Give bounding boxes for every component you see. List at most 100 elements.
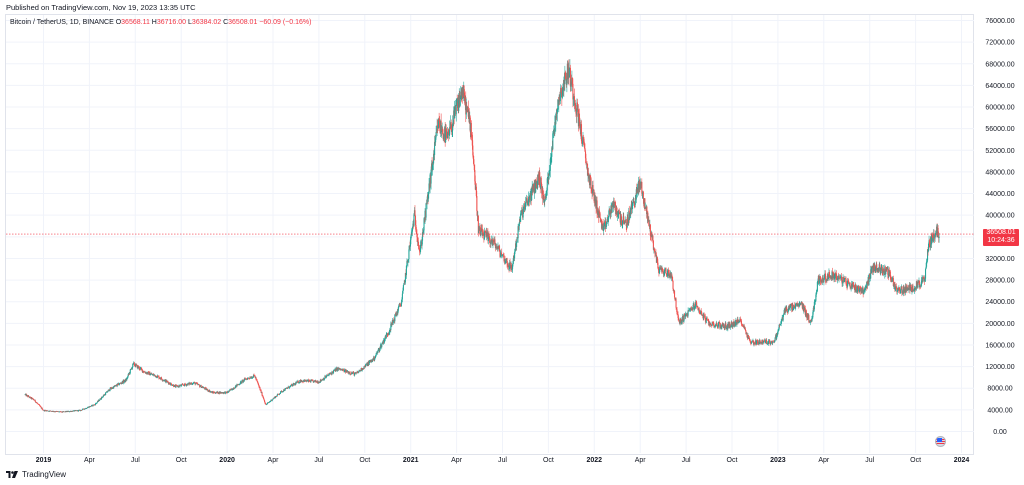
candle-body — [100, 398, 102, 400]
candle-body — [521, 210, 523, 212]
candle-body — [85, 408, 88, 410]
candle-body — [681, 322, 683, 324]
candle-body — [823, 278, 825, 283]
x-tick-label: Apr — [84, 457, 96, 464]
candle-body — [129, 369, 131, 374]
candle-body — [687, 310, 689, 316]
high-value: 36716.00 — [156, 19, 187, 26]
candle-body — [555, 114, 557, 125]
candle-body — [693, 304, 695, 310]
candle-body — [894, 282, 896, 290]
candle-body — [415, 225, 417, 232]
us-flag-icon[interactable] — [935, 436, 946, 447]
candle-body — [675, 307, 678, 310]
candle-body — [548, 171, 550, 176]
candle-body — [288, 386, 290, 389]
candle-body — [367, 364, 369, 366]
candle-body — [450, 121, 452, 130]
candle-body — [36, 402, 38, 403]
candle-body — [82, 408, 85, 410]
y-tick-label: 32000.00 — [985, 256, 1014, 263]
candle-body — [279, 393, 281, 395]
candle-body — [263, 397, 265, 399]
tradingview-footer[interactable]: TradingView — [6, 470, 66, 479]
candle-body — [868, 274, 870, 283]
candle-body — [560, 92, 562, 94]
candle-body — [911, 291, 913, 293]
candle-body — [140, 367, 142, 369]
candle-body — [625, 222, 627, 227]
candle-body — [404, 273, 406, 283]
candle-body — [438, 118, 440, 129]
candle-body — [466, 105, 468, 107]
x-tick-label: Apr — [818, 457, 830, 464]
candle-body — [83, 409, 85, 410]
candle-body — [206, 389, 208, 391]
candle-body — [677, 314, 679, 318]
candle-body — [499, 253, 502, 257]
candle-body — [229, 389, 231, 391]
candle-body — [695, 301, 697, 303]
candle-body — [811, 318, 813, 322]
candle-body — [917, 281, 919, 288]
candle-body — [109, 390, 111, 391]
candle-body — [792, 309, 794, 311]
candle-body — [344, 369, 346, 373]
candle-body — [884, 266, 886, 275]
x-tick-label: Jul — [314, 457, 323, 464]
candle-body — [253, 375, 256, 377]
candle-body — [713, 325, 715, 327]
candle-body — [191, 383, 193, 385]
candle-body — [385, 334, 387, 339]
candle-body — [582, 137, 584, 143]
candle-body — [267, 402, 269, 404]
y-tick-label: 28000.00 — [985, 278, 1014, 285]
candle-body — [825, 279, 827, 282]
candle-body — [579, 122, 581, 126]
candle-body — [661, 268, 664, 271]
candle-body — [426, 199, 428, 205]
candle-body — [28, 395, 30, 397]
candle-body — [611, 203, 613, 213]
candle-body — [101, 396, 103, 400]
candle-body — [32, 398, 34, 400]
candle-body — [24, 394, 26, 396]
candle-body — [119, 383, 121, 385]
candle-body — [492, 240, 494, 246]
candle-body — [599, 213, 601, 219]
candle-body — [574, 103, 576, 109]
candle-body — [251, 377, 253, 379]
candle-body — [325, 377, 327, 378]
candle-body — [296, 381, 298, 384]
candle-body — [199, 385, 201, 387]
candle-body — [401, 293, 403, 300]
candle-body — [559, 91, 561, 102]
candle-body — [542, 188, 544, 200]
candle-body — [710, 324, 712, 326]
candle-body — [321, 380, 323, 381]
candle-body — [516, 241, 518, 247]
candle-body — [214, 392, 216, 394]
candle-body — [780, 321, 782, 324]
candle-body — [407, 259, 409, 263]
x-tick-label: 2020 — [219, 457, 235, 464]
brand-name: TradingView — [22, 470, 67, 479]
candle-body — [631, 204, 633, 210]
candle-body — [107, 390, 109, 392]
candle-body — [786, 310, 788, 312]
candle-body — [684, 314, 686, 315]
candle-body — [375, 353, 377, 356]
candle-body — [887, 268, 889, 275]
candle-body — [193, 382, 195, 384]
candle-body — [647, 212, 649, 221]
candle-body — [297, 380, 299, 383]
candle-body — [549, 158, 551, 171]
candle-body — [179, 385, 181, 387]
candle-body — [743, 326, 745, 329]
candle-body — [264, 400, 266, 403]
candle-body — [435, 132, 437, 138]
candle-body — [197, 383, 199, 385]
candle-body — [883, 268, 885, 271]
candle-body — [212, 391, 214, 393]
